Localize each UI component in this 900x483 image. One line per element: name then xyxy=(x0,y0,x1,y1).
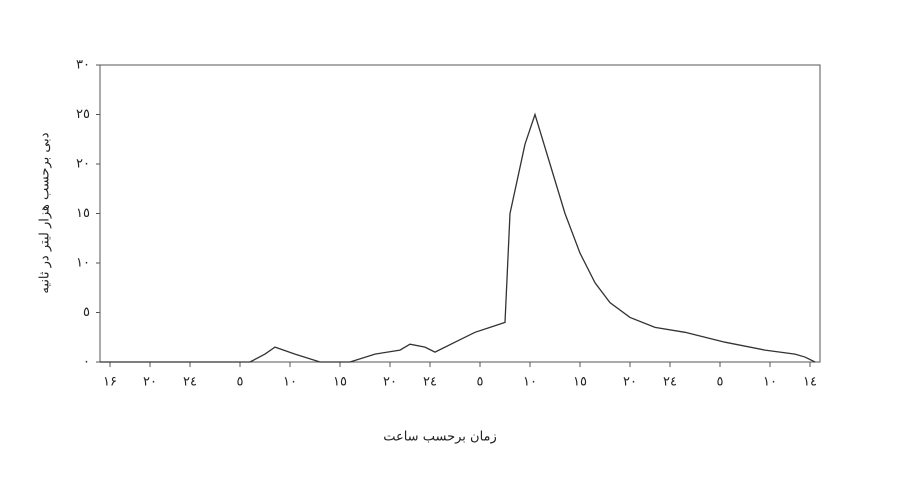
x-tick-label: ۲٤ xyxy=(663,375,677,390)
y-tick-label: ۲٥ xyxy=(76,107,90,122)
y-tick-label: ۱۰ xyxy=(76,256,90,271)
x-tick-label: ۱۰ xyxy=(763,375,777,390)
x-tick-label: ۱٥ xyxy=(333,375,347,390)
y-tick-label: ۰ xyxy=(83,355,90,370)
x-tick-label: ۲٤ xyxy=(183,375,197,390)
x-tick-label: ٥ xyxy=(717,375,724,390)
y-axis-label: دبی برحسب هزار لیتر در ثانیه xyxy=(38,132,53,293)
x-tick-label: ۲۰ xyxy=(143,375,157,390)
y-tick-label: ۳۰ xyxy=(76,58,90,73)
x-tick-label: ۱٥ xyxy=(573,375,587,390)
x-tick-label: ٥ xyxy=(237,375,244,390)
x-tick-label: ۲۰ xyxy=(383,375,397,390)
x-tick-label: ۱٤ xyxy=(803,375,817,390)
x-tick-label: ۱۶ xyxy=(103,375,117,390)
x-tick-label: ۱۰ xyxy=(523,375,537,390)
y-tick-label: ٥ xyxy=(83,305,90,320)
x-tick-label: ٥ xyxy=(477,375,484,390)
x-tick-label: ۲۰ xyxy=(623,375,637,390)
plot-frame xyxy=(99,64,821,363)
data-line xyxy=(100,112,816,363)
x-tick-label: ۲٤ xyxy=(423,375,437,390)
y-tick-label: ۲۰ xyxy=(76,157,90,172)
y-tick-label: ۱٥ xyxy=(76,206,90,221)
x-axis-label: زمان برحسب ساعت xyxy=(383,430,497,445)
x-tick-label: ۱۰ xyxy=(283,375,297,390)
